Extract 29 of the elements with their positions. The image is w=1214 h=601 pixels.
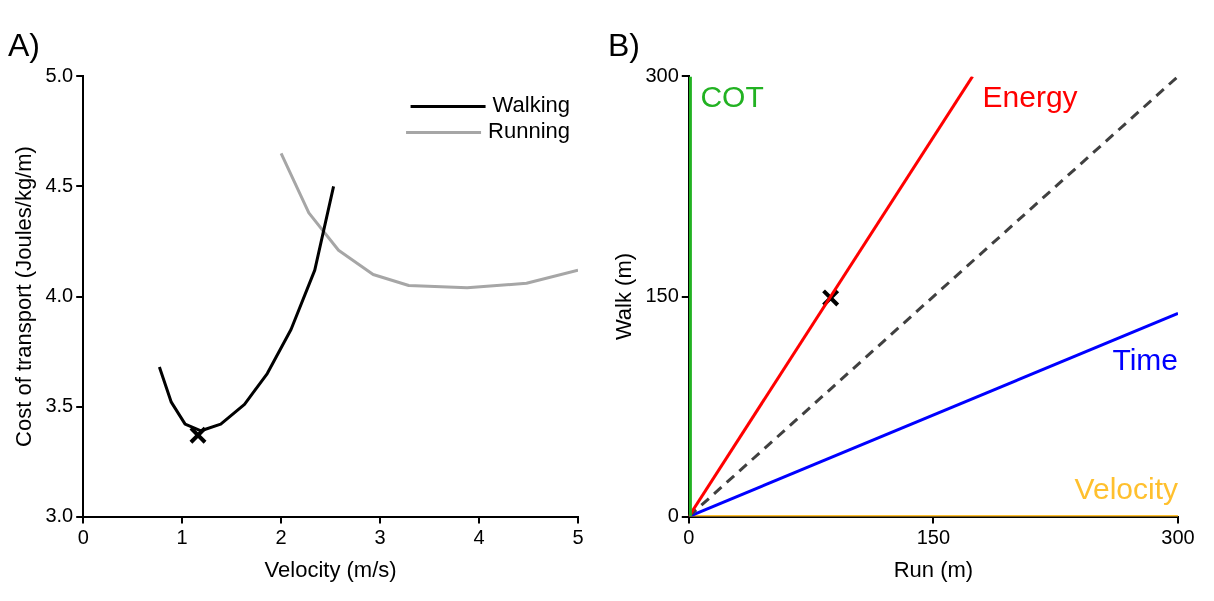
y-tick-label: 5.0 xyxy=(45,63,74,86)
x-tick-label: 4 xyxy=(473,526,485,549)
chart-title: A) xyxy=(8,27,40,64)
x-tick-label: 3 xyxy=(374,526,386,549)
x-tick-label: 300 xyxy=(1161,526,1195,549)
x-tick-label: 5 xyxy=(572,526,584,549)
y-tick-label: 0 xyxy=(667,504,679,527)
y-tick-label: 3.5 xyxy=(45,394,74,417)
y-axis-title: Cost of transport (Joules/kg/m) xyxy=(11,146,37,447)
series-label: Velocity xyxy=(1074,471,1178,505)
x-tick-label: 2 xyxy=(275,526,287,549)
legend-label: Walking xyxy=(492,92,571,118)
x-tick-label: 0 xyxy=(683,526,695,549)
x-tick-label: 150 xyxy=(916,526,951,549)
legend-label: Running xyxy=(488,118,570,144)
y-tick-label: 4.0 xyxy=(45,284,74,307)
y-tick-label: 150 xyxy=(645,284,679,307)
x-axis-title: Run (m) xyxy=(893,556,974,582)
x-tick-label: 1 xyxy=(176,526,188,549)
chart-title: B) xyxy=(608,27,640,64)
series-label: Time xyxy=(1112,342,1178,376)
x-tick-label: 0 xyxy=(77,526,89,549)
series-label: COT xyxy=(700,79,764,113)
y-tick-label: 3.0 xyxy=(45,504,74,527)
y-tick-label: 300 xyxy=(645,63,679,86)
y-axis-title: Walk (m) xyxy=(611,252,637,341)
y-tick-label: 4.5 xyxy=(45,173,74,196)
x-axis-title: Velocity (m/s) xyxy=(264,556,397,582)
series-label: Energy xyxy=(982,79,1078,113)
